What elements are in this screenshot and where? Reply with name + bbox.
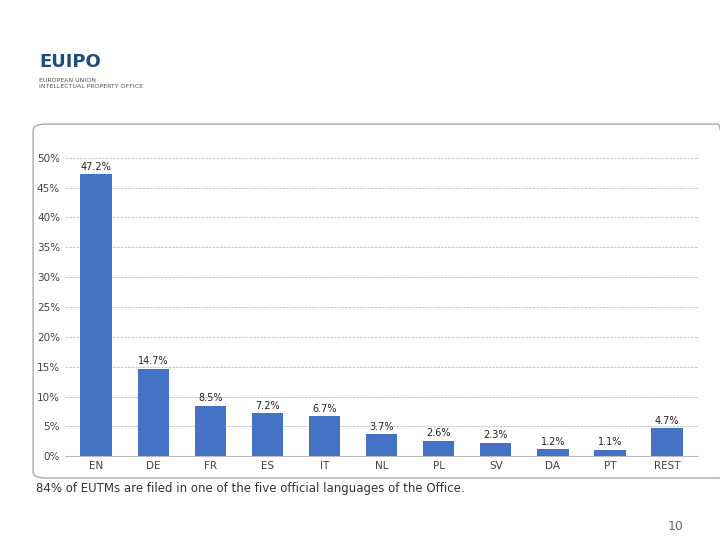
Bar (194, 406, 226, 456)
Text: 3.7%: 3.7% (369, 422, 394, 432)
Text: 1.1%: 1.1% (598, 437, 622, 447)
Text: Breakdown of procedural language of EUTM applications (2017): Breakdown of procedural language of EUTM… (32, 109, 659, 126)
Text: 2.6%: 2.6% (426, 428, 451, 438)
Bar (480, 443, 511, 456)
Text: 2.3%: 2.3% (484, 430, 508, 440)
Bar (309, 416, 341, 456)
Text: 84% of EUTMs are filed in one of the five official languages of the Office.: 84% of EUTMs are filed in one of the fiv… (36, 482, 464, 495)
Text: 14.7%: 14.7% (138, 356, 168, 366)
Text: 10: 10 (668, 520, 684, 533)
Bar (594, 450, 626, 456)
Bar (138, 368, 169, 456)
Text: EUROPEAN UNION
INTELLECTUAL PROPERTY OFFICE: EUROPEAN UNION INTELLECTUAL PROPERTY OFF… (39, 78, 143, 89)
Bar (423, 441, 454, 456)
Text: 4.7%: 4.7% (654, 416, 679, 426)
Text: 8.5%: 8.5% (198, 393, 222, 403)
Bar (652, 428, 683, 456)
Text: 7.2%: 7.2% (255, 401, 280, 411)
Bar (366, 434, 397, 456)
Bar (81, 174, 112, 456)
Bar (537, 449, 569, 456)
Text: EUIPO: EUIPO (39, 53, 101, 71)
Text: 6.7%: 6.7% (312, 404, 337, 414)
Bar (252, 413, 283, 456)
Text: 47.2%: 47.2% (81, 162, 112, 172)
Text: 1.2%: 1.2% (541, 437, 565, 447)
